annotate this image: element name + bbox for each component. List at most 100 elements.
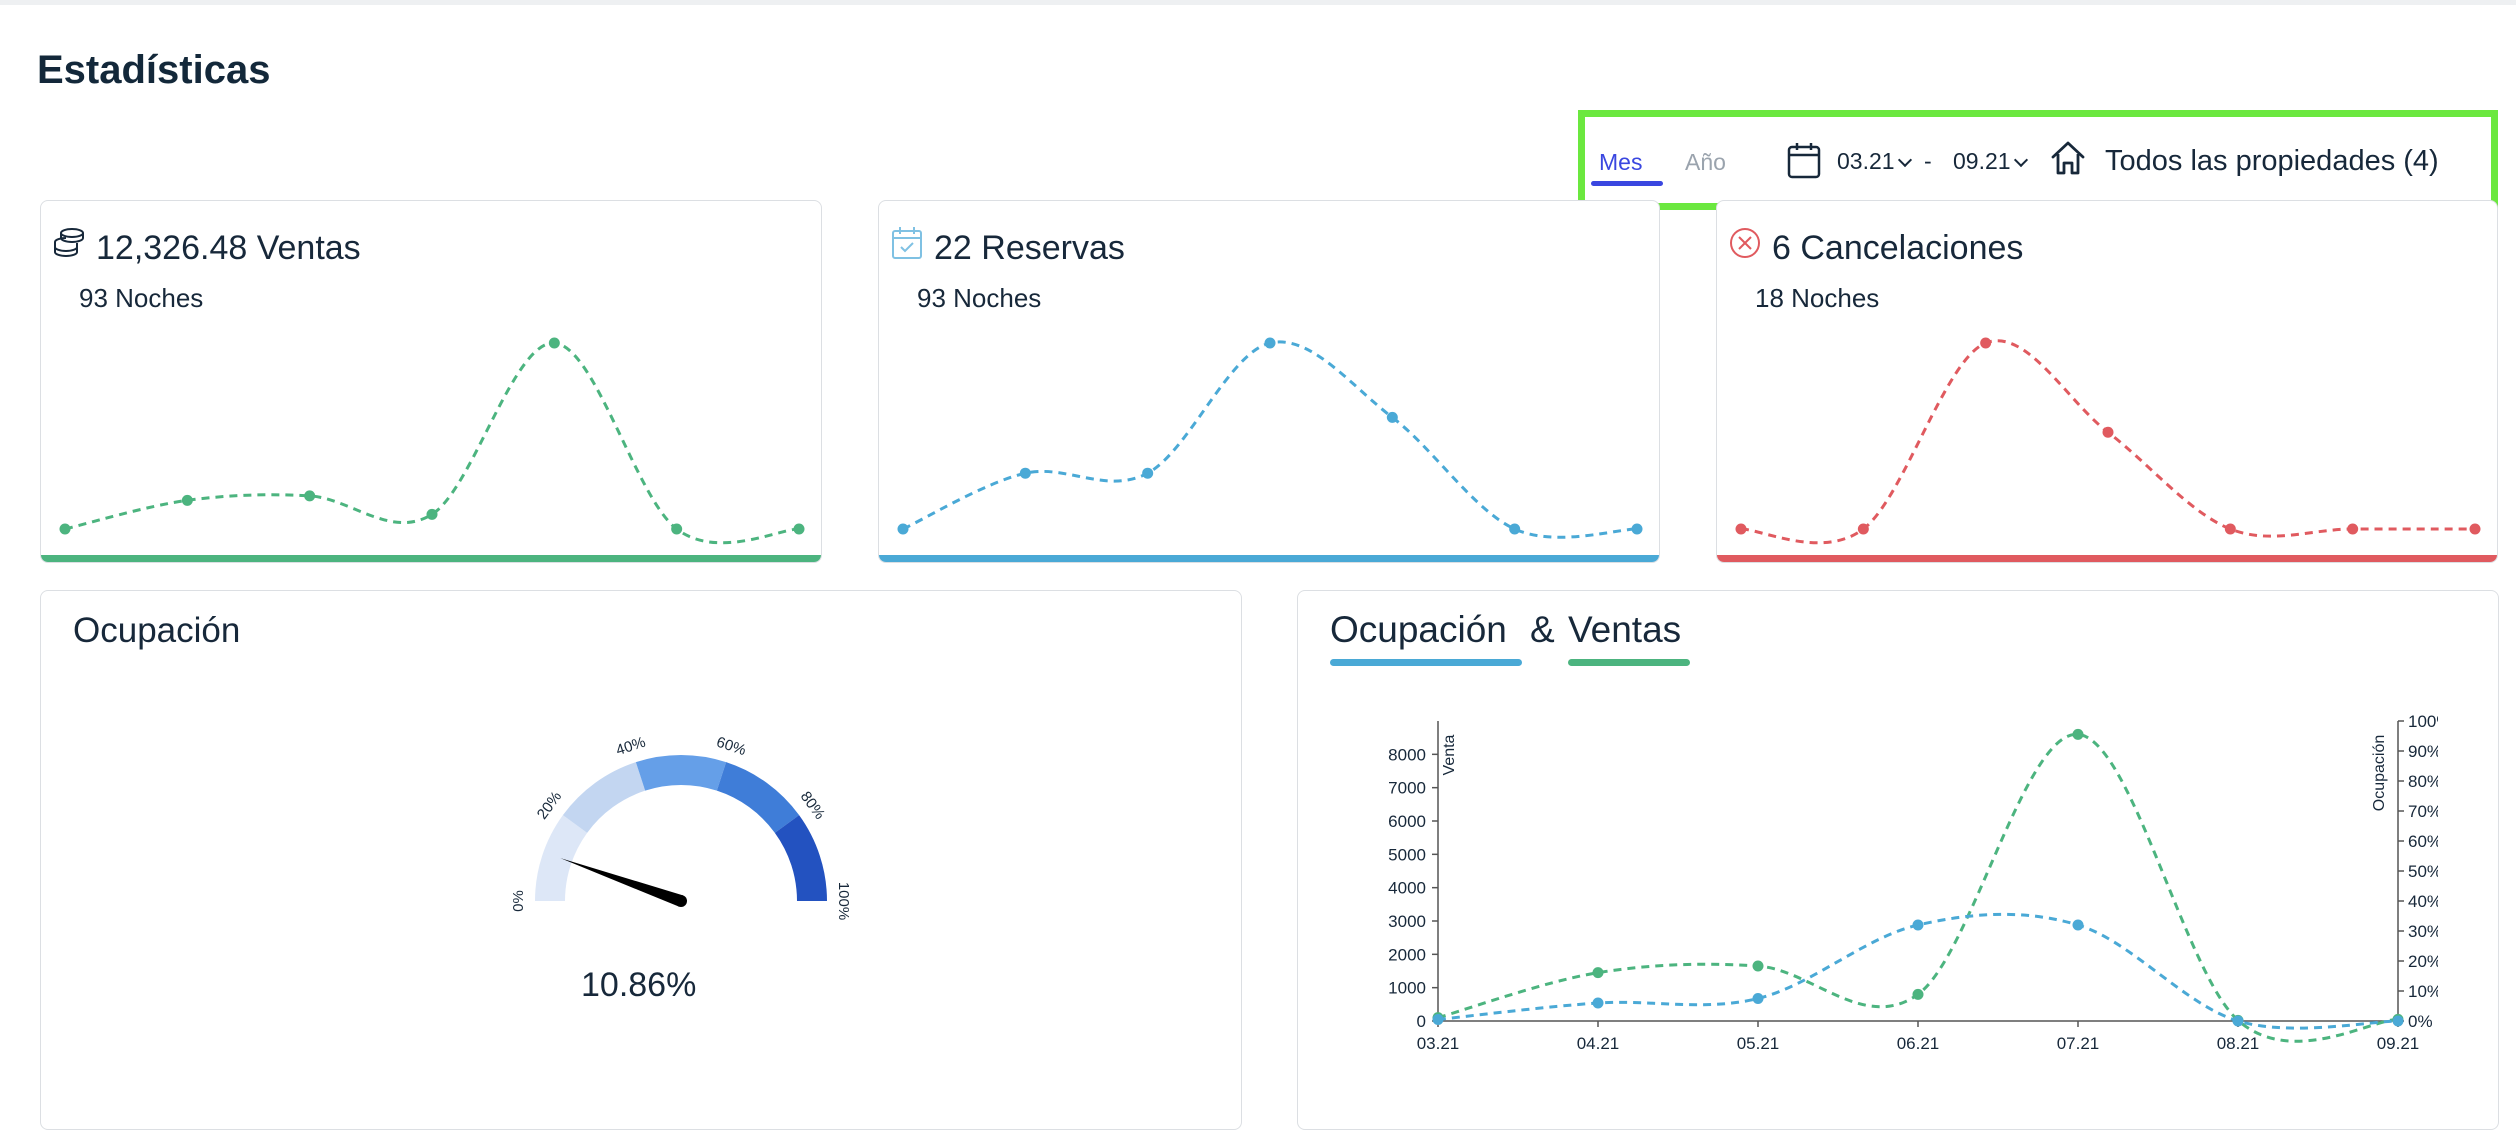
y2-tick-label: 10% xyxy=(2408,982,2438,1001)
gauge-tick-label: 20% xyxy=(534,788,565,822)
y-tick-label: 1000 xyxy=(1388,979,1426,998)
series-line xyxy=(1437,732,2399,1043)
property-select[interactable]: Todos las propiedades (4) xyxy=(2105,145,2439,177)
kpi-title: 22 Reservas xyxy=(934,229,1125,267)
series-point xyxy=(1912,988,1924,1000)
trend-point xyxy=(1019,467,1031,479)
cancel-circle-icon xyxy=(1730,228,1760,258)
trend-point xyxy=(2102,426,2114,438)
x-tick-label: 08.21 xyxy=(2217,1034,2260,1053)
trend-point xyxy=(897,523,909,535)
gauge-band xyxy=(562,762,646,833)
trend-point xyxy=(2347,523,2359,535)
chevron-down-icon xyxy=(1897,152,1912,168)
series-point xyxy=(2232,1015,2244,1027)
date-to-select[interactable]: 09.21 xyxy=(1953,148,2028,175)
filter-bar: Mes Año 03.21 - 09.21 Todos las propieda… xyxy=(1578,110,2498,210)
y2-tick-label: 90% xyxy=(2408,742,2438,761)
page-title: Estadísticas xyxy=(37,48,271,92)
y-tick-label: 8000 xyxy=(1388,745,1426,764)
trend-point xyxy=(1264,337,1276,349)
gauge-tick-label: 0% xyxy=(510,890,527,912)
series-point xyxy=(1752,993,1764,1004)
trend-point xyxy=(793,523,805,535)
series-point xyxy=(1592,967,1604,979)
trend-point xyxy=(1509,523,1521,535)
calendar-icon[interactable] xyxy=(1787,141,1821,179)
trend-point xyxy=(1386,411,1398,423)
series-point xyxy=(1432,1014,1444,1025)
occupancy-panel: Ocupación 0% 20% 40% 60% 80% 100% 10.86% xyxy=(40,590,1242,1130)
y-tick-label: 6000 xyxy=(1388,812,1426,831)
y-tick-label: 4000 xyxy=(1388,879,1426,898)
trend-point xyxy=(304,490,316,502)
trend-point xyxy=(426,508,438,520)
panel-title: Ocupación xyxy=(73,611,241,650)
kpi-trend-ventas xyxy=(59,337,805,545)
date-from-select[interactable]: 03.21 xyxy=(1837,148,1912,175)
trend-point xyxy=(548,337,560,349)
gauge-needle-hub xyxy=(675,895,687,907)
series-point xyxy=(1752,960,1764,972)
tab-ano[interactable]: Año xyxy=(1685,149,1726,175)
kpi-subtitle: 93 Noches xyxy=(917,283,1042,313)
trend-point xyxy=(2224,523,2236,535)
x-tick-label: 07.21 xyxy=(2057,1034,2100,1053)
x-tick-label: 09.21 xyxy=(2377,1034,2420,1053)
trend-point xyxy=(1142,467,1154,479)
trend-point xyxy=(181,494,193,506)
occupancy-sales-chart: 0 1000 2000 3000 4000 5000 6000 7000 8000 0% 10% 20… xyxy=(1388,712,2438,1053)
occupancy-gauge: 0% 20% 40% 60% 80% 100% xyxy=(510,734,852,920)
home-icon xyxy=(2051,141,2085,175)
y2-axis-label: Ocupación xyxy=(2371,735,2388,812)
gauge-band xyxy=(774,815,827,901)
chevron-down-icon xyxy=(2013,152,2028,168)
y-tick-label: 2000 xyxy=(1388,945,1426,964)
series-point xyxy=(1912,919,1924,931)
calendar-check-icon xyxy=(892,227,922,259)
date-from-value: 03.21 xyxy=(1837,148,1895,174)
y2-tick-label: 20% xyxy=(2408,952,2438,971)
series-point xyxy=(2072,919,2084,931)
kpi-card-ventas[interactable]: 12,326.48 Ventas 93 Noches xyxy=(40,200,822,563)
y2-tick-label: 100% xyxy=(2408,712,2438,731)
gauge-band xyxy=(535,815,588,901)
gauge-tick-label: 80% xyxy=(797,788,828,822)
x-tick-label: 03.21 xyxy=(1417,1034,1460,1053)
trend-point xyxy=(59,523,71,535)
trend-line xyxy=(1740,339,2475,545)
series-point xyxy=(2072,728,2084,740)
kpi-subtitle: 93 Noches xyxy=(79,283,204,313)
legend-ventas[interactable]: Ventas xyxy=(1568,609,1682,650)
legend-line-ventas xyxy=(1568,659,1690,666)
tab-mes[interactable]: Mes xyxy=(1599,149,1643,175)
kpi-card-reservas[interactable]: 22 Reservas 93 Noches xyxy=(878,200,1660,563)
x-tick-label: 05.21 xyxy=(1737,1034,1780,1053)
y2-tick-label: 50% xyxy=(2408,862,2438,881)
y2-tick-label: 30% xyxy=(2408,922,2438,941)
kpi-accent-bar xyxy=(1717,555,2497,562)
tab-active-indicator xyxy=(1591,181,1663,186)
y-axis-label: Venta xyxy=(1441,734,1458,775)
legend-line-ocupacion xyxy=(1330,659,1522,666)
gauge-needle xyxy=(560,858,684,907)
trend-point xyxy=(1857,523,1869,535)
series-line xyxy=(1437,912,2399,1030)
y-tick-label: 5000 xyxy=(1388,845,1426,864)
y-tick-label: 3000 xyxy=(1388,912,1426,931)
y-tick-label: 7000 xyxy=(1388,779,1426,798)
y2-tick-label: 0% xyxy=(2408,1012,2433,1031)
gauge-tick-label: 40% xyxy=(614,734,648,759)
top-divider xyxy=(0,0,2516,5)
trend-point xyxy=(671,523,683,535)
kpi-subtitle: 18 Noches xyxy=(1755,283,1880,313)
gauge-tick-label: 100% xyxy=(835,882,852,920)
y2-tick-label: 80% xyxy=(2408,772,2438,791)
gauge-band xyxy=(716,762,800,833)
trend-point xyxy=(1980,337,1992,349)
date-separator: - xyxy=(1924,148,1932,174)
legend-ocupacion[interactable]: Ocupación xyxy=(1330,609,1507,650)
occupancy-value: 10.86% xyxy=(581,966,697,1004)
kpi-card-cancelaciones[interactable]: 6 Cancelaciones 18 Noches xyxy=(1716,200,2498,563)
trend-point xyxy=(1631,523,1643,535)
